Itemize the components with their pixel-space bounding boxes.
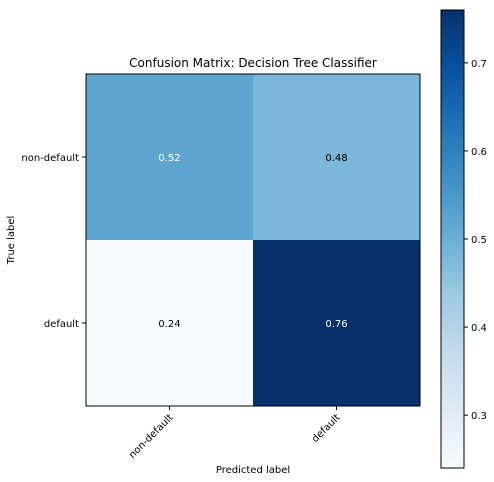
colorbar-tick-label: 0.4 — [471, 323, 487, 334]
cell-value-label: 0.48 — [325, 153, 347, 164]
x-axis-ticks: non-default default — [127, 406, 343, 461]
x-axis-label: Predicted label — [216, 465, 290, 476]
colorbar-tick-label: 0.6 — [471, 147, 487, 158]
cell-value-label: 0.52 — [158, 153, 180, 164]
colorbar-tick-label: 0.5 — [471, 235, 487, 246]
y-axis-label: True label — [6, 216, 17, 266]
x-tick-label: default — [310, 412, 343, 445]
heatmap-cell — [253, 240, 420, 406]
cell-value-label: 0.76 — [325, 319, 347, 330]
y-tick-label: default — [44, 319, 79, 330]
cell-value-labels: 0.52 0.48 0.24 0.76 — [158, 153, 347, 330]
heatmap-cell — [86, 74, 253, 240]
plot-frame — [85, 73, 421, 407]
x-tick-label: non-default — [127, 412, 176, 461]
cell-value-label: 0.24 — [158, 319, 180, 330]
colorbar-tick-label: 0.3 — [471, 411, 487, 422]
heatmap-cells — [86, 74, 420, 406]
y-tick-label: non-default — [21, 153, 79, 164]
colorbar — [440, 9, 465, 469]
chart-title: Confusion Matrix: Decision Tree Classifi… — [129, 56, 377, 70]
heatmap-cell — [253, 74, 420, 240]
colorbar-ticks: 0.3 0.4 0.5 0.6 0.7 — [464, 59, 487, 422]
heatmap-cell — [86, 240, 253, 406]
y-axis-ticks: non-default default — [21, 153, 86, 330]
colorbar-tick-label: 0.7 — [471, 59, 487, 70]
